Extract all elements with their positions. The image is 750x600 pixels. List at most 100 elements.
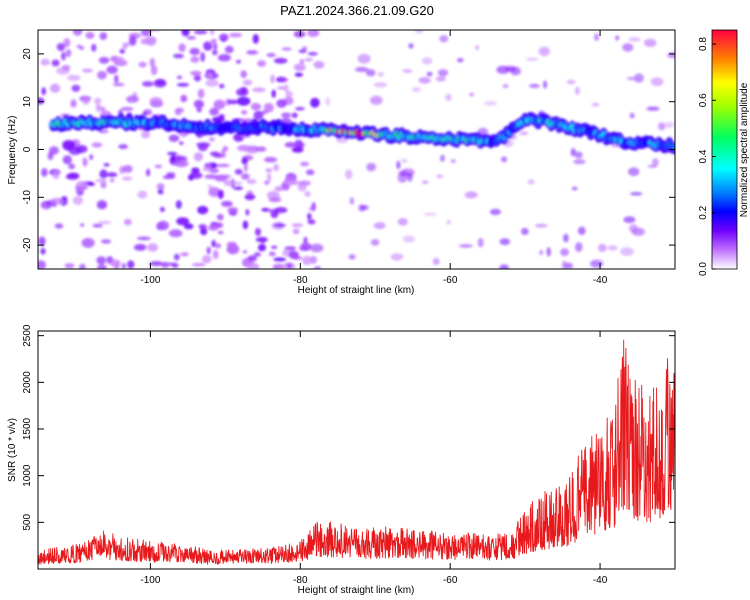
noise-blob — [263, 102, 274, 113]
noise-blob — [402, 69, 413, 73]
noise-blob — [281, 112, 292, 118]
noise-blob — [47, 151, 54, 161]
noise-blob — [313, 61, 325, 69]
noise-blob — [179, 141, 184, 145]
noise-blob — [291, 223, 304, 227]
noise-blob — [257, 243, 267, 252]
noise-blob — [159, 206, 165, 213]
y-tick-label: -10 — [22, 190, 33, 205]
noise-blob — [370, 239, 380, 246]
ridge-point — [671, 143, 675, 150]
noise-blob — [183, 223, 194, 230]
noise-blob — [325, 97, 331, 106]
noise-blob — [276, 99, 287, 108]
noise-blob — [272, 263, 285, 269]
noise-blob — [489, 208, 501, 216]
noise-blob — [92, 223, 103, 228]
noise-blob — [243, 162, 248, 172]
noise-blob — [85, 31, 95, 39]
noise-blob — [634, 73, 644, 83]
noise-blob — [304, 191, 311, 197]
noise-blob — [307, 51, 318, 56]
noise-blob — [446, 219, 452, 225]
noise-blob — [622, 43, 634, 52]
noise-blob — [255, 236, 268, 243]
noise-blob — [168, 229, 183, 238]
noise-blob — [628, 167, 640, 176]
noise-blob — [72, 196, 84, 205]
noise-blob — [421, 57, 433, 65]
y-tick-label: -20 — [22, 237, 33, 252]
noise-blob — [565, 262, 574, 269]
noise-blob — [360, 205, 369, 211]
noise-blob — [408, 43, 414, 49]
noise-blob — [65, 49, 72, 57]
noise-blob — [50, 197, 64, 205]
noise-blob — [629, 112, 635, 119]
noise-blob — [252, 87, 266, 93]
noise-blob — [664, 121, 675, 128]
noise-blob — [191, 262, 206, 267]
noise-blob — [299, 161, 310, 167]
noise-blob — [306, 169, 315, 176]
noise-blob — [520, 227, 529, 236]
noise-blob — [607, 245, 618, 251]
noise-blob — [310, 97, 320, 108]
y-tick-label: 1000 — [22, 464, 33, 487]
noise-blob — [628, 224, 638, 233]
noise-blob — [253, 252, 262, 257]
noise-blob — [80, 223, 85, 227]
noise-blob — [176, 75, 183, 80]
noise-blob — [140, 38, 149, 45]
noise-blob — [611, 143, 621, 148]
noise-blob — [298, 49, 307, 53]
noise-blob — [166, 172, 176, 177]
ridge — [49, 111, 675, 155]
noise-blob — [119, 48, 126, 54]
noise-blob — [620, 247, 634, 256]
y-tick-label: 10 — [22, 96, 33, 108]
noise-blob — [302, 255, 312, 266]
noise-blob — [205, 79, 219, 87]
noise-blob — [301, 46, 308, 51]
noise-blob — [450, 159, 456, 164]
noise-blob — [41, 87, 47, 96]
y-tick-label: 2000 — [22, 371, 33, 394]
noise-blob — [285, 90, 293, 98]
noise-blob — [281, 47, 292, 51]
noise-blob — [175, 200, 182, 209]
noise-blob — [300, 242, 312, 251]
noise-blob — [96, 256, 106, 265]
noise-blob — [193, 74, 202, 82]
noise-blob — [234, 168, 243, 175]
noise-blob — [128, 35, 137, 46]
noise-blob — [432, 257, 440, 266]
noise-blob — [180, 252, 189, 257]
noise-blob — [193, 30, 208, 35]
noise-blob — [292, 228, 300, 235]
noise-blob — [103, 163, 110, 167]
noise-blob — [630, 192, 643, 196]
noise-blob — [78, 263, 86, 269]
noise-blob — [286, 263, 292, 269]
spectrogram-xlabel: Height of straight line (km) — [298, 285, 415, 296]
noise-blob — [291, 112, 298, 119]
colorbar-tick-label: 0.0 — [698, 262, 709, 276]
noise-blob — [82, 97, 90, 105]
noise-blob — [307, 219, 316, 225]
noise-blob — [304, 57, 313, 62]
colorbar-tick-label: 0.4 — [698, 149, 709, 163]
noise-blob — [297, 180, 312, 186]
snr-axes: -100 -80 -60 -40 500 1000 1500 2000 2500 — [22, 324, 675, 586]
noise-blob — [149, 261, 163, 267]
noise-blob — [501, 156, 508, 163]
colorbar-ticks: 0.0 0.2 0.4 0.6 0.8 — [698, 37, 716, 276]
noise-blob — [270, 74, 275, 84]
noise-blob — [285, 180, 299, 186]
noise-blob — [91, 43, 97, 52]
noise-blob — [229, 32, 243, 38]
noise-blob — [538, 46, 550, 57]
noise-blob — [124, 218, 132, 226]
